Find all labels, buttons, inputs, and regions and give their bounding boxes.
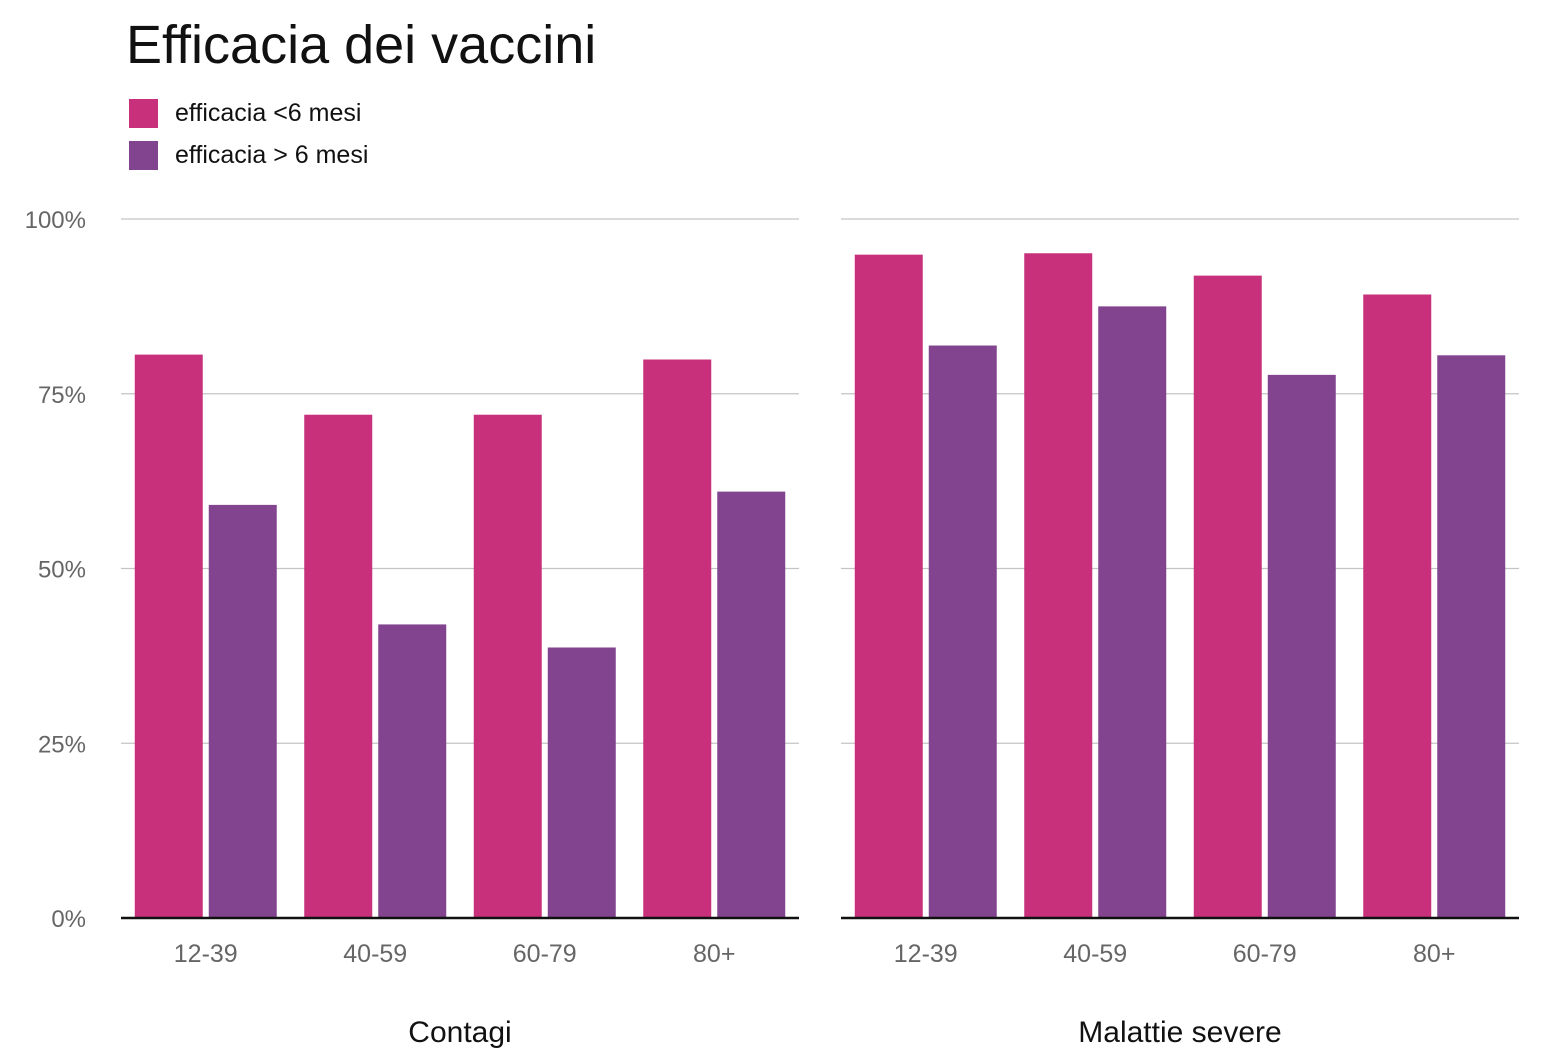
bar-2-80+-series-2 — [1437, 355, 1506, 918]
bar-1-40-59-series-2 — [378, 624, 447, 918]
legend-swatch-series-2 — [129, 140, 158, 170]
x-tick-label: 12-39 — [174, 940, 238, 968]
panel-label: Contagi — [408, 1016, 511, 1049]
bar-1-60-79-series-1 — [473, 414, 542, 918]
x-tick-label: 60-79 — [1233, 940, 1297, 968]
bar-1-80+-series-1 — [643, 359, 712, 918]
x-tick-label: 40-59 — [1063, 940, 1127, 968]
bar-2-12-39-series-2 — [928, 345, 997, 918]
y-tick-label: 50% — [38, 557, 86, 584]
panel-label: Malattie severe — [1078, 1016, 1281, 1049]
x-tick-label: 80+ — [1413, 940, 1455, 968]
y-tick-label: 0% — [51, 906, 86, 933]
chart-title: Efficacia dei vaccini — [126, 15, 597, 75]
bar-2-12-39-series-1 — [854, 254, 923, 919]
bar-2-80+-series-1 — [1363, 294, 1432, 918]
bar-1-12-39-series-2 — [208, 504, 277, 918]
legend-label-series-1: efficacia <6 mesi — [175, 98, 362, 127]
y-tick-label: 25% — [38, 731, 86, 758]
legend-swatch-series-1 — [129, 98, 158, 128]
bar-2-60-79-series-1 — [1193, 275, 1262, 918]
bar-1-12-39-series-1 — [134, 354, 203, 919]
y-tick-label: 75% — [38, 382, 86, 409]
y-tick-label: 100% — [25, 207, 86, 234]
bar-2-60-79-series-2 — [1267, 374, 1336, 918]
x-tick-label: 40-59 — [343, 940, 407, 968]
bar-2-40-59-series-2 — [1098, 306, 1167, 918]
legend-item-series-1: efficacia <6 mesi — [129, 92, 368, 134]
legend-item-series-2: efficacia > 6 mesi — [129, 134, 368, 176]
bar-2-40-59-series-1 — [1024, 253, 1093, 919]
x-tick-label: 60-79 — [513, 940, 577, 968]
x-tick-label: 12-39 — [894, 940, 958, 968]
bar-1-40-59-series-1 — [304, 414, 373, 918]
legend: efficacia <6 mesi efficacia > 6 mesi — [129, 92, 368, 176]
x-tick-label: 80+ — [693, 940, 735, 968]
bar-1-60-79-series-2 — [547, 647, 616, 918]
legend-label-series-2: efficacia > 6 mesi — [175, 140, 369, 169]
bar-1-80+-series-2 — [717, 491, 786, 918]
